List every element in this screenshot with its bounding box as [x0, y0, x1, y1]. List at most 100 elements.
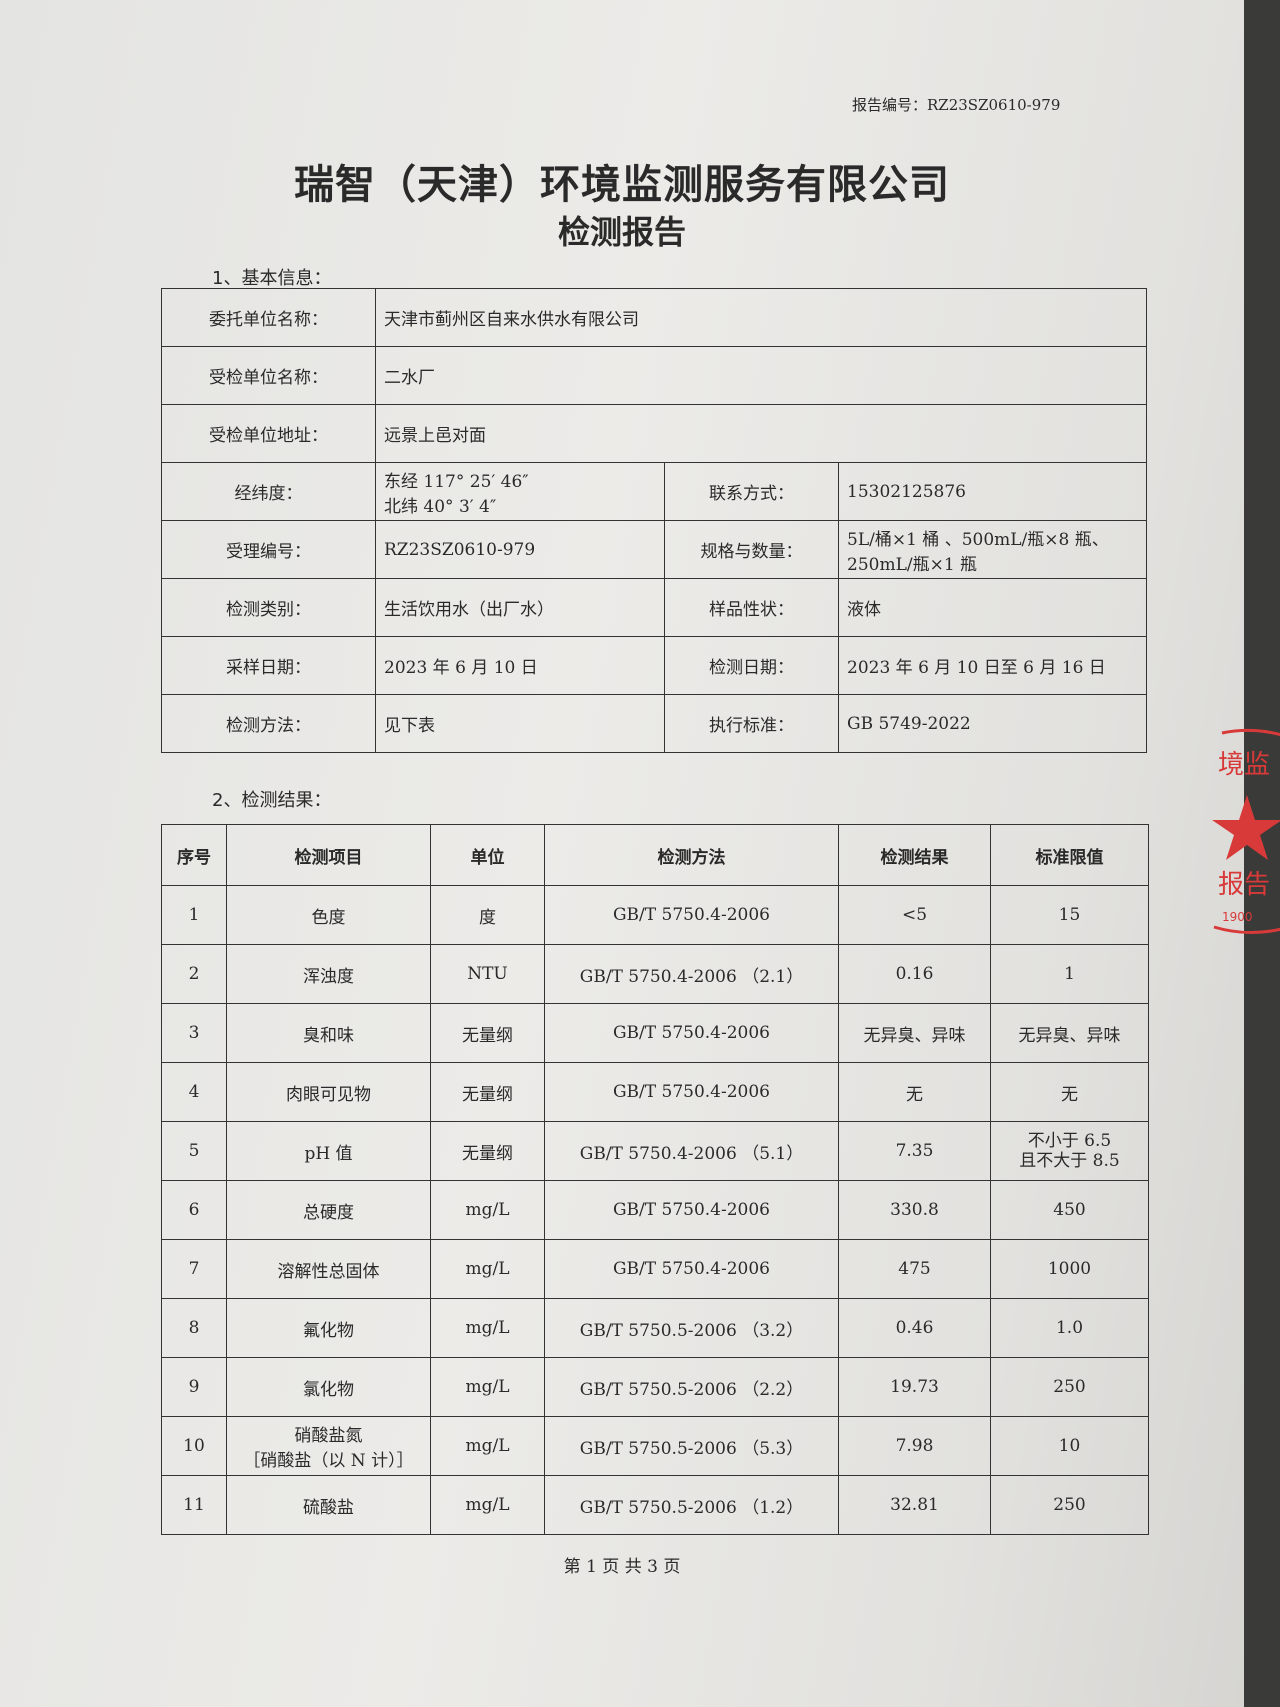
- cell-limit: 1: [990, 944, 1149, 1004]
- cell-result: <5: [838, 885, 991, 945]
- spec-value: 5L/桶×1 桶 、500mL/瓶×8 瓶、 250mL/瓶×1 瓶: [838, 520, 1147, 579]
- type-value: 生活饮用水（出厂水）: [375, 578, 665, 637]
- cell-item: 氟化物: [226, 1298, 431, 1358]
- table-row: 检测方法： 见下表 执行标准： GB 5749-2022: [161, 694, 1147, 753]
- section-basic-info-heading: 1、基本信息：: [212, 268, 332, 289]
- spec-line: 250mL/瓶×1 瓶: [847, 554, 978, 575]
- sample-label: 样品性状：: [664, 578, 839, 637]
- cell-item: pH 值: [226, 1121, 431, 1181]
- sample-date-value: 2023 年 6 月 10 日: [375, 636, 665, 695]
- contact-label: 联系方式：: [664, 462, 839, 521]
- longitude: 东经 117° 25′ 46″: [384, 471, 529, 492]
- client-value: 天津市蓟州区自来水供水有限公司: [375, 288, 1147, 347]
- table-row: 7 溶解性总固体 mg/L GB/T 5750.4-2006 475 1000: [161, 1239, 1149, 1299]
- cell-unit: 无量纲: [430, 1003, 545, 1063]
- seal-graphic: 境监 报告 1900: [1212, 728, 1280, 935]
- column-header-unit: 单位: [430, 824, 545, 886]
- table-header-row: 序号 检测项目 单位 检测方法 检测结果 标准限值: [161, 824, 1149, 886]
- table-row: 受检单位地址： 远景上邑对面: [161, 404, 1147, 463]
- column-header-item: 检测项目: [226, 824, 431, 886]
- cell-limit: 250: [990, 1357, 1149, 1417]
- cell-item: 硫酸盐: [226, 1475, 431, 1535]
- table-row: 4 肉眼可见物 无量纲 GB/T 5750.4-2006 无无: [161, 1062, 1149, 1122]
- test-date-value: 2023 年 6 月 10 日至 6 月 16 日: [838, 636, 1147, 695]
- cell-method: GB/T 5750.4-2006 （5.1）: [544, 1121, 839, 1181]
- table-row: 10 硝酸盐氮 ［硝酸盐（以 N 计）］ mg/L GB/T 5750.5-2006 …: [161, 1416, 1149, 1476]
- table-row: 6 总硬度 mg/L GB/T 5750.4-2006 330.8 450: [161, 1180, 1149, 1240]
- cell-index: 5: [161, 1121, 227, 1181]
- cell-item: 氯化物: [226, 1357, 431, 1417]
- table-row: 经纬度： 东经 117° 25′ 46″ 北纬 40° 3′ 4″ 联系方式： 1530…: [161, 462, 1147, 521]
- cell-method: GB/T 5750.5-2006 （1.2）: [544, 1475, 839, 1535]
- accept-label: 受理编号：: [161, 520, 376, 579]
- column-header-method: 检测方法: [544, 824, 839, 886]
- cell-result: 7.98: [838, 1416, 991, 1476]
- table-row: 受理编号： RZ23SZ0610-979 规格与数量： 5L/桶×1 桶 、500mL…: [161, 520, 1147, 579]
- cell-index: 9: [161, 1357, 227, 1417]
- cell-item: 浑浊度: [226, 944, 431, 1004]
- cell-index: 2: [161, 944, 227, 1004]
- cell-result: 19.73: [838, 1357, 991, 1417]
- cell-method: GB/T 5750.5-2006 （5.3）: [544, 1416, 839, 1476]
- cell-result: 330.8: [838, 1180, 991, 1240]
- page-number: 第 1 页 共 3 页: [563, 1557, 681, 1577]
- cell-unit: 无量纲: [430, 1062, 545, 1122]
- cell-result: 32.81: [838, 1475, 991, 1535]
- cell-unit: mg/L: [430, 1180, 545, 1240]
- cell-result: 7.35: [838, 1121, 991, 1181]
- coords-label: 经纬度：: [161, 462, 376, 521]
- table-row: 5 pH 值无量纲 GB/T 5750.4-2006 （5.1） 7.35 不小于 6.…: [161, 1121, 1149, 1181]
- report-number: 报告编号：RZ23SZ0610-979: [852, 96, 1061, 114]
- cell-limit: 无: [990, 1062, 1149, 1122]
- column-header-limit: 标准限值: [990, 824, 1149, 886]
- cell-method: GB/T 5750.4-2006: [544, 1062, 839, 1122]
- cell-item: 硝酸盐氮 ［硝酸盐（以 N 计）］: [226, 1416, 431, 1476]
- cell-method: GB/T 5750.5-2006 （3.2）: [544, 1298, 839, 1358]
- accept-value: RZ23SZ0610-979: [375, 520, 665, 579]
- cell-result: 0.16: [838, 944, 991, 1004]
- address-value: 远景上邑对面: [375, 404, 1147, 463]
- standard-label: 执行标准：: [664, 694, 839, 753]
- cell-index: 11: [161, 1475, 227, 1535]
- document-title: 检测报告: [557, 213, 686, 251]
- svg-text:境监: 境监: [1218, 750, 1270, 780]
- cell-method: GB/T 5750.4-2006: [544, 1239, 839, 1299]
- svg-text:1900: 1900: [1222, 910, 1253, 924]
- standard-value: GB 5749-2022: [838, 694, 1147, 753]
- cell-result: 475: [838, 1239, 991, 1299]
- table-row: 3 臭和味 无量纲 GB/T 5750.4-2006 无异臭、异味 无异臭、异味: [161, 1003, 1149, 1063]
- cell-method: GB/T 5750.4-2006 （2.1）: [544, 944, 839, 1004]
- cell-unit: mg/L: [430, 1357, 545, 1417]
- cell-method: GB/T 5750.4-2006: [544, 1180, 839, 1240]
- sample-date-label: 采样日期：: [161, 636, 376, 695]
- cell-index: 4: [161, 1062, 227, 1122]
- table-row: 2 浑浊度 NTU GB/T 5750.4-2006 （2.1） 0.16 1: [161, 944, 1149, 1004]
- cell-item: 色度: [226, 885, 431, 945]
- cell-index: 1: [161, 885, 227, 945]
- official-seal: 境监 报告 1900: [1212, 725, 1280, 945]
- basic-info-table: 委托单位名称： 天津市蓟州区自来水供水有限公司 受检单位名称： 二水厂 受检单位地址…: [161, 288, 1147, 753]
- cell-method: GB/T 5750.4-2006: [544, 885, 839, 945]
- cell-limit: 250: [990, 1475, 1149, 1535]
- cell-index: 3: [161, 1003, 227, 1063]
- method-label: 检测方法：: [161, 694, 376, 753]
- column-header-index: 序号: [161, 824, 227, 886]
- table-row: 11 硫酸盐 mg/L GB/T 5750.5-2006 （1.2） 32.81 250: [161, 1475, 1149, 1535]
- latitude: 北纬 40° 3′ 4″: [384, 496, 497, 517]
- cell-result: 无异臭、异味: [838, 1003, 991, 1063]
- type-label: 检测类别：: [161, 578, 376, 637]
- address-label: 受检单位地址：: [161, 404, 376, 463]
- sample-value: 液体: [838, 578, 1147, 637]
- column-header-result: 检测结果: [838, 824, 991, 886]
- cell-index: 7: [161, 1239, 227, 1299]
- cell-item: 臭和味: [226, 1003, 431, 1063]
- cell-limit: 1.0: [990, 1298, 1149, 1358]
- cell-limit: 10: [990, 1416, 1149, 1476]
- client-label: 委托单位名称：: [161, 288, 376, 347]
- method-value: 见下表: [375, 694, 665, 753]
- cell-limit: 无异臭、异味: [990, 1003, 1149, 1063]
- cell-item: 总硬度: [226, 1180, 431, 1240]
- results-table: 序号 检测项目 单位 检测方法 检测结果 标准限值 1 色度度 GB/T 5750.4-200…: [161, 824, 1149, 1535]
- table-row: 受检单位名称： 二水厂: [161, 346, 1147, 405]
- table-row: 检测类别： 生活饮用水（出厂水） 样品性状： 液体: [161, 578, 1147, 637]
